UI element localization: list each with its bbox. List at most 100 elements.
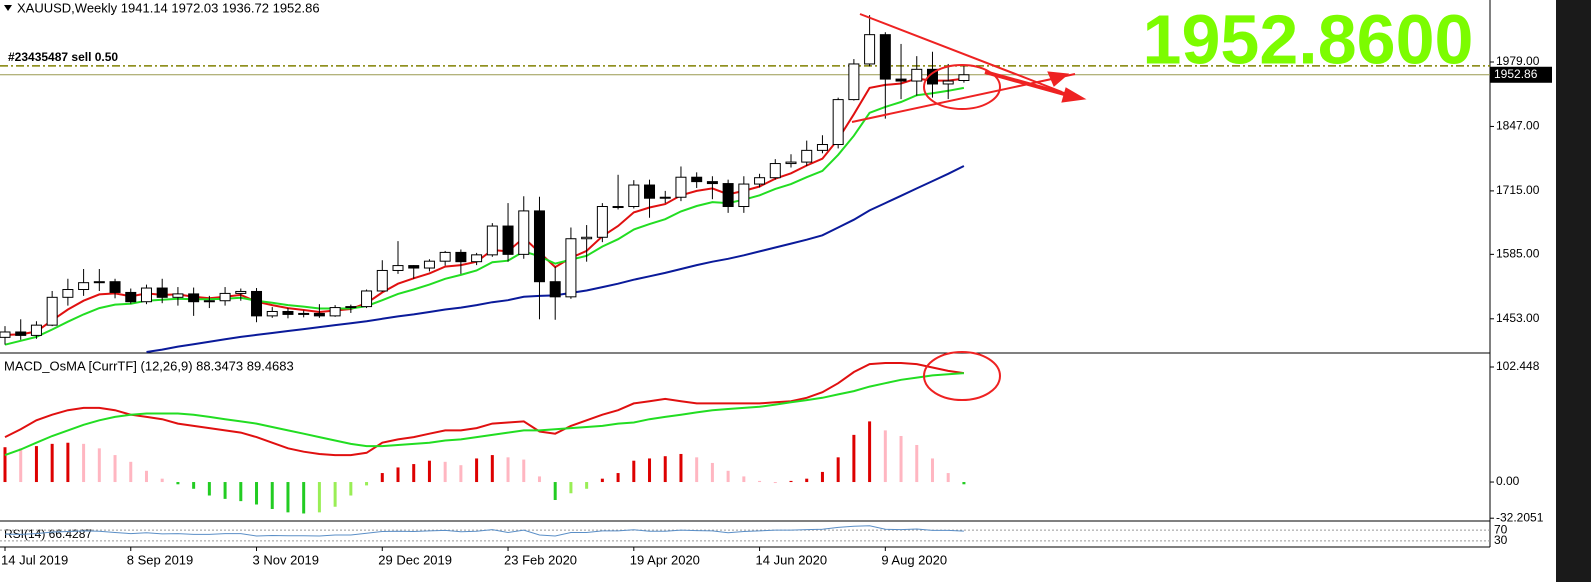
histogram-bar [742, 476, 746, 483]
highlight-ellipse [923, 351, 1001, 401]
histogram-bar [820, 471, 824, 483]
histogram-bar [113, 455, 117, 483]
histogram-bar [789, 480, 793, 483]
candle-body [298, 312, 310, 315]
candle-body [109, 281, 121, 293]
histogram-bar [34, 446, 38, 483]
histogram-bar [443, 461, 447, 483]
candle-body [361, 290, 373, 308]
candle-body [439, 251, 451, 262]
highlight-ellipse [923, 64, 1001, 110]
x-tick-label: 14 Jul 2019 [1, 552, 68, 567]
histogram-bar [537, 476, 541, 483]
histogram-bar [490, 455, 494, 483]
candle-body [423, 260, 435, 269]
y-tick-label: 70 [1494, 522, 1508, 536]
histogram-bar [852, 434, 856, 483]
candle-body [203, 300, 215, 303]
candle-body [565, 238, 577, 298]
rsi-title: RSI(14) 66.4287 [4, 527, 92, 541]
candle-body [188, 293, 200, 303]
candle-body [628, 184, 640, 208]
histogram-bar [380, 473, 384, 483]
histogram-bar [255, 482, 259, 505]
candle-body [659, 196, 671, 199]
histogram-bar [915, 444, 919, 483]
histogram-bar [522, 459, 526, 483]
histogram-bar [695, 457, 699, 483]
candle-body [644, 184, 656, 199]
trend-line [859, 13, 1063, 93]
candle-body [518, 210, 530, 255]
trend-line [851, 73, 1076, 123]
histogram-bar [663, 456, 667, 483]
histogram-bar [930, 458, 934, 483]
histogram-bar [883, 430, 887, 483]
x-tick-label: 3 Nov 2019 [253, 552, 320, 567]
candle-body [801, 149, 813, 163]
macd-line [4, 362, 965, 457]
candle-body [675, 176, 687, 198]
candle-body [911, 68, 923, 82]
candle-body [816, 144, 828, 151]
candle-body [282, 310, 294, 315]
histogram-bar [475, 458, 479, 483]
candle-body [140, 287, 152, 303]
current-price-box [1490, 66, 1552, 83]
candle-body [156, 287, 168, 298]
candle-body [78, 282, 90, 291]
macd-title: MACD_OsMA [CurrTF] (12,26,9) 88.3473 89.… [4, 358, 294, 373]
histogram-bar [553, 482, 557, 501]
candle-body [832, 99, 844, 146]
histogram-bar [868, 421, 872, 483]
candle-body [62, 289, 74, 298]
histogram-bar [726, 470, 730, 483]
collapse-icon [4, 5, 12, 11]
histogram-bar [239, 482, 243, 502]
candle-body [958, 74, 970, 81]
candle-body [738, 183, 750, 208]
current-price-label: 1952.86 [1494, 67, 1538, 81]
histogram-bar [50, 443, 54, 483]
histogram-bar [270, 482, 274, 509]
candle-body [549, 281, 561, 298]
histogram-bar [836, 457, 840, 483]
histogram-bar [805, 478, 809, 483]
y-tick-label: 1847.00 [1496, 119, 1540, 133]
candle-body [251, 290, 263, 317]
candle-body [235, 290, 247, 294]
x-tick-label: 19 Apr 2020 [630, 552, 700, 567]
x-tick-label: 9 Aug 2020 [881, 552, 947, 567]
arrow [984, 70, 1076, 99]
histogram-bar [207, 482, 211, 496]
histogram-bar [773, 482, 777, 484]
candle-body [754, 177, 766, 185]
histogram-bar [427, 460, 431, 483]
candle-body [313, 312, 325, 317]
histogram-bar [600, 478, 604, 483]
histogram-bar [176, 482, 180, 485]
candle-body [722, 183, 734, 208]
x-tick-label: 14 Jun 2020 [756, 552, 828, 567]
candle-body [691, 176, 703, 183]
y-tick-label: 30 [1494, 533, 1508, 547]
candle-body [596, 206, 608, 238]
candle-body [392, 265, 404, 271]
candle-body [581, 236, 593, 240]
histogram-bar [192, 482, 196, 489]
rsi-line [4, 525, 964, 537]
histogram-bar [758, 480, 762, 483]
histogram-bar [223, 482, 227, 499]
histogram-bar [679, 453, 683, 483]
candle-body [15, 331, 27, 336]
y-tick-label: 1585.00 [1496, 247, 1540, 261]
moving-average [4, 86, 965, 346]
histogram-bar [66, 442, 70, 483]
histogram-bar [710, 462, 714, 483]
histogram-bar [412, 464, 416, 483]
histogram-bar [365, 482, 369, 486]
y-tick-label: 1979.00 [1496, 54, 1540, 68]
candle-body [533, 210, 545, 283]
candle-body [93, 281, 105, 284]
